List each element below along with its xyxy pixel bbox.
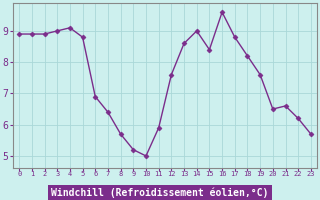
- Text: Windchill (Refroidissement éolien,°C): Windchill (Refroidissement éolien,°C): [51, 188, 269, 198]
